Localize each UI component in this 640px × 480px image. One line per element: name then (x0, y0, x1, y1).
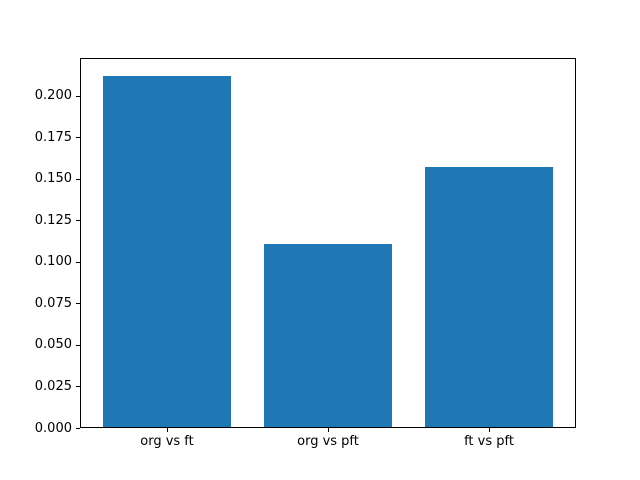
x-tick-label: ft vs pft (464, 434, 514, 449)
bar-ft-vs-pft (424, 167, 554, 428)
y-tick-label: 0.200 (34, 88, 72, 103)
y-tick-label: 0.050 (34, 337, 72, 352)
bar-org-vs-ft (102, 75, 232, 428)
y-tick-label: 0.100 (34, 254, 72, 269)
y-tick-label: 0.000 (34, 421, 72, 436)
y-tick-mark (76, 262, 80, 263)
x-tick-mark (167, 428, 168, 432)
x-tick-mark (489, 428, 490, 432)
plot-area (80, 58, 576, 428)
y-tick-mark (76, 428, 80, 429)
y-tick-mark (76, 220, 80, 221)
y-tick-mark (76, 345, 80, 346)
y-tick-label: 0.150 (34, 171, 72, 186)
bar-org-vs-pft (263, 243, 393, 428)
y-tick-label: 0.025 (34, 379, 72, 394)
x-tick-label: org vs pft (297, 434, 359, 449)
y-tick-label: 0.075 (34, 296, 72, 311)
y-tick-mark (76, 303, 80, 304)
x-tick-label: org vs ft (140, 434, 194, 449)
y-tick-mark (76, 386, 80, 387)
y-tick-label: 0.125 (34, 213, 72, 228)
y-tick-mark (76, 137, 80, 138)
y-tick-label: 0.175 (34, 130, 72, 145)
y-tick-mark (76, 96, 80, 97)
y-tick-mark (76, 179, 80, 180)
x-tick-mark (328, 428, 329, 432)
